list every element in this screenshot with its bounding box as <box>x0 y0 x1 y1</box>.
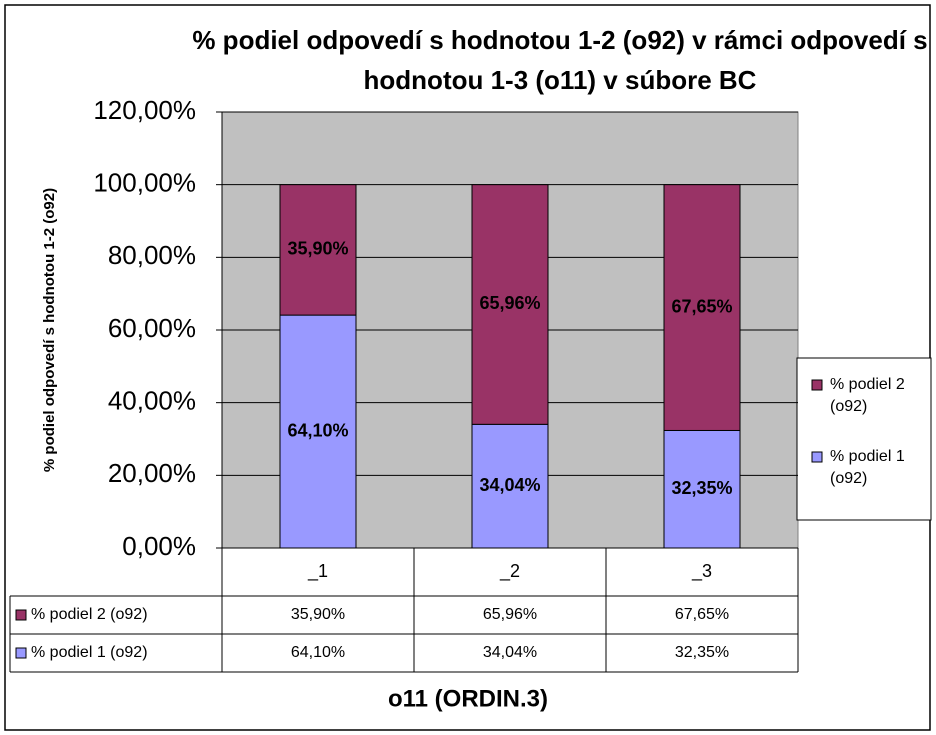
legend-key <box>811 451 823 463</box>
bar-segment <box>663 184 741 431</box>
x-tick-label: _1 <box>307 561 328 582</box>
x-axis-label: o11 (ORDIN.3) <box>388 685 548 712</box>
data-label: 65,96% <box>479 293 540 313</box>
table-cell: 32,35% <box>675 644 729 661</box>
y-tick-label: 0,00% <box>122 531 196 561</box>
bar-segment <box>471 423 549 549</box>
title-box: % podiel odpovedí s hodnotou 1-2 (o92) v… <box>192 25 928 95</box>
x-tick-label: _3 <box>691 561 712 582</box>
bar-segment <box>279 184 357 316</box>
data-label: 32,35% <box>671 478 732 498</box>
legend-label: % podiel 1 (o92) <box>830 448 905 487</box>
y-tick-label: 20,00% <box>108 458 196 488</box>
table-cell: 34,04% <box>483 644 537 661</box>
table-cell: 65,96% <box>483 606 537 623</box>
table-row-label: % podiel 2 (o92) <box>31 606 148 623</box>
table-legend-key <box>15 647 27 659</box>
table-cell: 67,65% <box>675 606 729 623</box>
bar-segment <box>471 184 549 425</box>
chart-title: % podiel odpovedí s hodnotou 1-2 (o92) v… <box>192 25 928 95</box>
y-tick-label: 100,00% <box>93 168 196 198</box>
legend-key <box>811 379 823 391</box>
y-tick-label: 80,00% <box>108 240 196 270</box>
y-tick-label: 120,00% <box>93 95 196 125</box>
table-cell: 64,10% <box>291 644 345 661</box>
bar-segment <box>279 314 357 549</box>
data-label: 64,10% <box>287 420 348 440</box>
data-label: 34,04% <box>479 475 540 495</box>
bar-segment <box>663 429 741 549</box>
table-legend-key <box>15 609 27 621</box>
table-row-label: % podiel 1 (o92) <box>31 644 148 661</box>
table-cell: 35,90% <box>291 606 345 623</box>
data-label: 67,65% <box>671 296 732 316</box>
legend-label: % podiel 2 (o92) <box>830 376 905 415</box>
y-axis-label: % podiel odpovedí s hodnotou 1-2 (o92) <box>41 188 58 472</box>
x-tick-label: _2 <box>499 561 520 582</box>
y-tick-label: 40,00% <box>108 386 196 416</box>
data-label: 35,90% <box>287 239 348 259</box>
y-tick-label: 60,00% <box>108 313 196 343</box>
